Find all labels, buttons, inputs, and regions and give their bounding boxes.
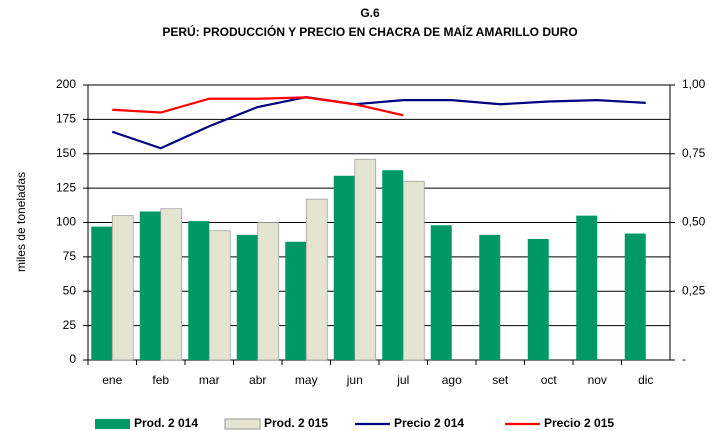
bar (382, 170, 404, 360)
y-tick-label: 0 (69, 352, 76, 366)
y-tick-label: 50 (63, 283, 77, 297)
chart-title: G.6 (360, 6, 380, 20)
legend-swatch (95, 419, 130, 429)
x-tick-label: abr (249, 373, 266, 387)
bar (305, 198, 328, 361)
legend-label: Prod. 2 015 (264, 416, 328, 430)
x-tick-label: set (492, 373, 509, 387)
bar (91, 226, 113, 360)
x-tick-label: oct (541, 373, 558, 387)
legend-label: Prod. 2 014 (134, 416, 198, 430)
x-tick-label: may (295, 373, 318, 387)
bar (402, 180, 425, 361)
y2-tick-label: 0,75 (682, 146, 706, 160)
legend-swatch (224, 418, 261, 430)
bar (333, 175, 355, 360)
x-tick-label: dic (638, 373, 653, 387)
x-tick-label: ago (442, 373, 462, 387)
bar (354, 158, 377, 361)
bar (430, 225, 452, 360)
y-tick-label: 150 (56, 146, 76, 160)
bar (624, 233, 646, 360)
x-tick-label: feb (152, 373, 169, 387)
bar (208, 230, 231, 361)
y-tick-label: 100 (56, 215, 76, 229)
chart-subtitle: PERÚ: PRODUCCIÓN Y PRECIO EN CHACRA DE M… (162, 24, 577, 39)
bar (188, 221, 210, 360)
bar (160, 208, 183, 361)
legend-label: Precio 2 014 (394, 416, 464, 430)
bar (236, 234, 258, 360)
y2-tick-label: - (682, 352, 686, 366)
bar (111, 215, 134, 361)
bar (576, 215, 598, 360)
y-tick-label: 75 (63, 249, 77, 263)
bar (257, 222, 280, 361)
y2-tick-label: 0,50 (682, 215, 706, 229)
y-tick-label: 175 (56, 112, 76, 126)
line (111, 95, 646, 150)
bar (139, 211, 161, 360)
line (112, 96, 404, 117)
bar (479, 234, 501, 360)
y2-tick-label: 1,00 (682, 77, 706, 91)
y-tick-label: 200 (56, 77, 76, 91)
y-axis-label: miles de toneladas (14, 172, 28, 272)
x-tick-label: ene (102, 373, 122, 387)
x-tick-label: jul (396, 373, 409, 387)
x-tick-label: jun (346, 373, 363, 387)
legend-label: Precio 2 015 (544, 416, 614, 430)
x-tick-label: mar (199, 373, 220, 387)
y2-tick-label: 0,25 (682, 283, 706, 297)
y-tick-label: 25 (63, 318, 77, 332)
bar (527, 239, 549, 360)
x-tick-label: nov (588, 373, 607, 387)
bar (285, 241, 307, 360)
y-tick-label: 125 (56, 180, 76, 194)
